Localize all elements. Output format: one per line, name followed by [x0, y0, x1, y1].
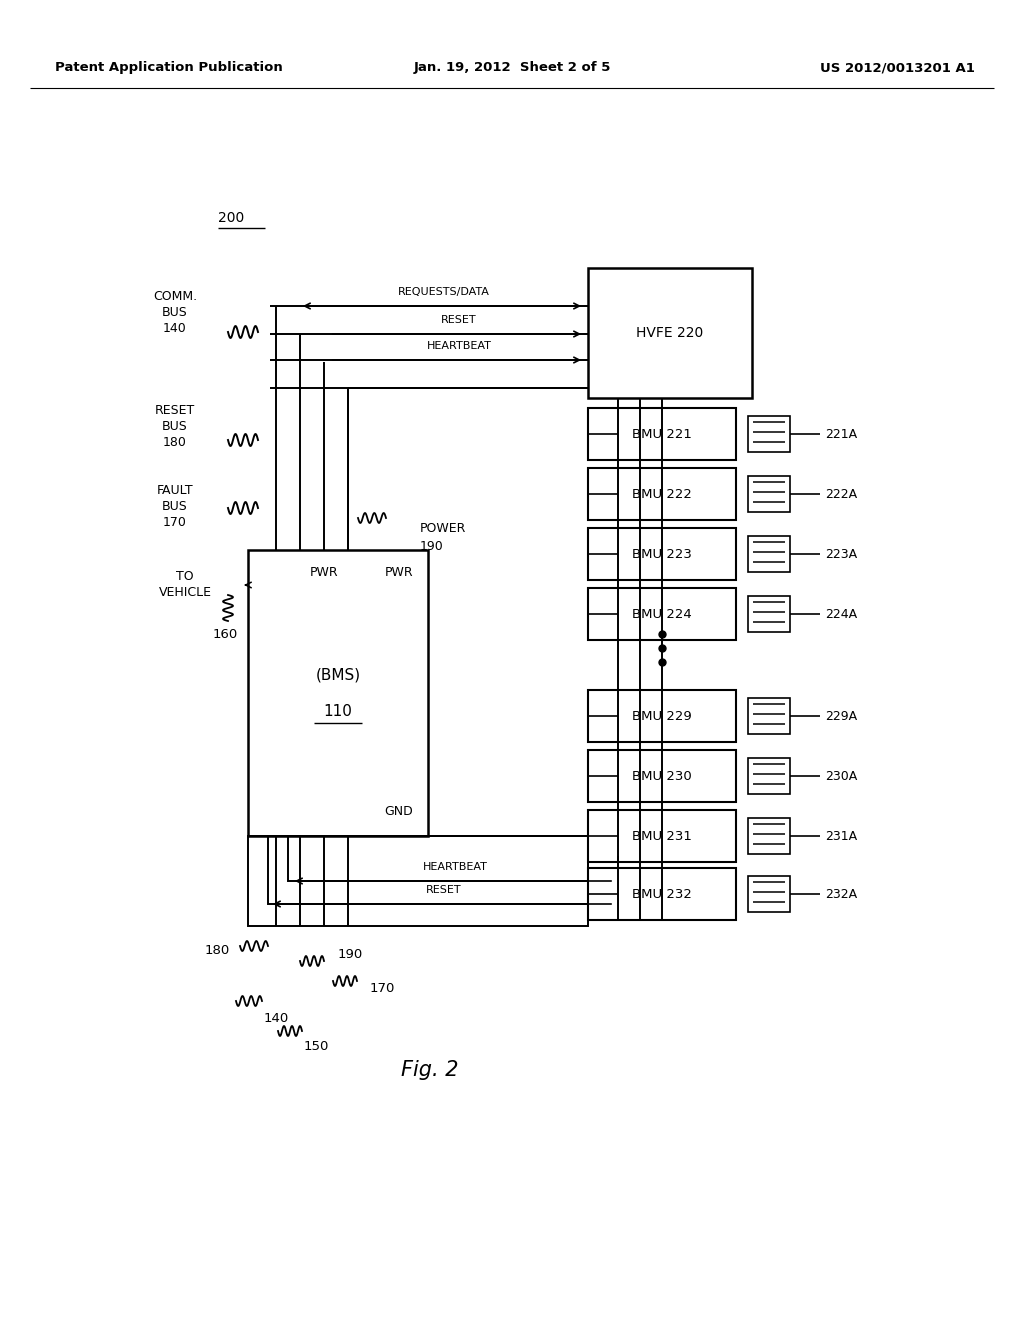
Text: BUS: BUS — [162, 420, 187, 433]
Bar — [588, 268, 752, 399]
Text: (BMS): (BMS) — [315, 668, 360, 682]
Bar — [748, 477, 790, 512]
Text: GND: GND — [384, 805, 413, 818]
Bar — [588, 690, 736, 742]
Bar — [748, 416, 790, 451]
Text: BMU 229: BMU 229 — [632, 710, 692, 722]
Text: PWR: PWR — [309, 565, 338, 578]
Text: BMU 223: BMU 223 — [632, 548, 692, 561]
Text: HVFE 220: HVFE 220 — [636, 326, 703, 341]
Text: Patent Application Publication: Patent Application Publication — [55, 62, 283, 74]
Text: 231A: 231A — [825, 829, 857, 842]
Bar — [248, 550, 428, 836]
Text: REQUESTS/DATA: REQUESTS/DATA — [398, 286, 489, 297]
Text: 230A: 230A — [825, 770, 857, 783]
Bar — [748, 758, 790, 795]
Bar — [748, 876, 790, 912]
Text: HEARTBEAT: HEARTBEAT — [423, 862, 487, 873]
Text: 229A: 229A — [825, 710, 857, 722]
Text: 180: 180 — [163, 436, 187, 449]
Text: COMM.: COMM. — [153, 289, 197, 302]
Bar — [748, 698, 790, 734]
Text: Fig. 2: Fig. 2 — [401, 1060, 459, 1080]
Text: TO: TO — [176, 570, 194, 583]
Text: 140: 140 — [163, 322, 186, 334]
Text: BMU 224: BMU 224 — [632, 607, 692, 620]
Text: 221A: 221A — [825, 428, 857, 441]
Bar — [588, 408, 736, 459]
Text: 200: 200 — [218, 211, 245, 224]
Text: US 2012/0013201 A1: US 2012/0013201 A1 — [820, 62, 975, 74]
Bar — [588, 869, 736, 920]
Bar — [748, 818, 790, 854]
Text: PWR: PWR — [384, 565, 413, 578]
Text: 190: 190 — [420, 540, 443, 553]
Text: HEARTBEAT: HEARTBEAT — [427, 341, 492, 351]
Text: RESET: RESET — [155, 404, 196, 417]
Bar — [748, 536, 790, 572]
Text: BUS: BUS — [162, 499, 187, 512]
Text: POWER: POWER — [420, 521, 466, 535]
Text: BMU 232: BMU 232 — [632, 887, 692, 900]
Text: 150: 150 — [303, 1040, 329, 1052]
Bar — [588, 528, 736, 579]
Text: VEHICLE: VEHICLE — [159, 586, 212, 599]
Text: BMU 222: BMU 222 — [632, 487, 692, 500]
Bar — [588, 810, 736, 862]
Bar — [588, 469, 736, 520]
Bar — [588, 587, 736, 640]
Text: 140: 140 — [263, 1011, 289, 1024]
Text: BUS: BUS — [162, 305, 187, 318]
Text: 224A: 224A — [825, 607, 857, 620]
Text: BMU 230: BMU 230 — [632, 770, 692, 783]
Text: Jan. 19, 2012  Sheet 2 of 5: Jan. 19, 2012 Sheet 2 of 5 — [414, 62, 610, 74]
Text: 222A: 222A — [825, 487, 857, 500]
Text: 180: 180 — [205, 945, 230, 957]
Text: RESET: RESET — [441, 315, 477, 325]
Bar — [248, 836, 588, 927]
Text: 160: 160 — [212, 628, 238, 642]
Bar — [748, 597, 790, 632]
Text: FAULT: FAULT — [157, 483, 194, 496]
Bar — [288, 836, 588, 880]
Text: 170: 170 — [370, 982, 395, 994]
Text: 170: 170 — [163, 516, 187, 528]
Text: 223A: 223A — [825, 548, 857, 561]
Text: 190: 190 — [338, 948, 364, 961]
Text: BMU 231: BMU 231 — [632, 829, 692, 842]
Text: BMU 221: BMU 221 — [632, 428, 692, 441]
Bar — [268, 836, 588, 904]
Text: RESET: RESET — [426, 884, 462, 895]
Text: 232A: 232A — [825, 887, 857, 900]
Bar — [588, 750, 736, 803]
Text: 110: 110 — [324, 704, 352, 718]
